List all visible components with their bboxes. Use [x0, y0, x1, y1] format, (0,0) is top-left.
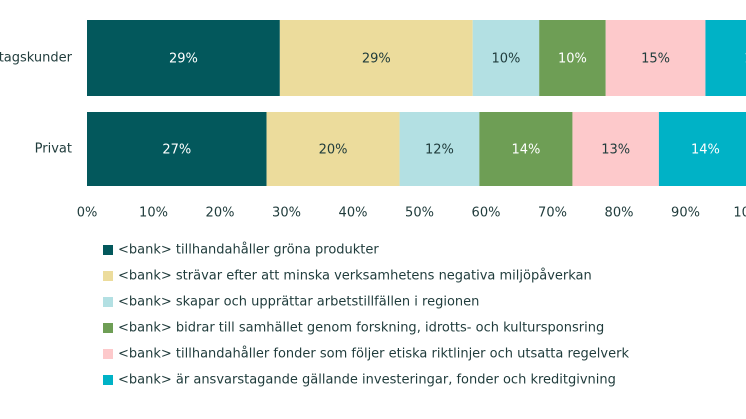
- y-tick-label: Privat: [35, 142, 72, 157]
- x-tick-label: 10%: [139, 206, 168, 221]
- value-label: 29%: [169, 52, 198, 67]
- legend-swatch: [103, 271, 113, 281]
- bar-segment: [572, 112, 659, 186]
- value-label: 10%: [491, 52, 520, 67]
- value-label: 15%: [641, 52, 670, 67]
- value-label: 14%: [511, 143, 540, 158]
- bar-segment: [705, 20, 746, 96]
- x-tick-label: 60%: [472, 206, 501, 221]
- bar-segment: [539, 20, 606, 96]
- legend-swatch: [103, 297, 113, 307]
- bar-segment: [279, 20, 473, 96]
- value-label: 20%: [319, 143, 348, 158]
- legend-label: <bank> strävar efter att minska verksamh…: [118, 269, 592, 284]
- legend-label: <bank> bidrar till samhället genom forsk…: [118, 321, 604, 336]
- x-tick-label: 50%: [405, 206, 434, 221]
- value-label: 10%: [558, 52, 587, 67]
- legend-label: <bank> tillhandahåller fonder som följer…: [118, 347, 629, 362]
- x-tick-label: 100%: [733, 206, 746, 221]
- bar-segment: [479, 112, 573, 186]
- bar-segment: [87, 20, 280, 96]
- legend-swatch: [103, 375, 113, 385]
- x-tick-label: 30%: [272, 206, 301, 221]
- x-tick-label: 90%: [671, 206, 700, 221]
- x-tick-label: 20%: [206, 206, 235, 221]
- legend-swatch: [103, 323, 113, 333]
- y-tick-label: Företagskunder: [0, 51, 73, 66]
- value-label: 14%: [691, 143, 720, 158]
- value-label: 27%: [162, 143, 191, 158]
- bar-segment: [399, 112, 480, 186]
- x-tick-label: 70%: [538, 206, 567, 221]
- legend-swatch: [103, 245, 113, 255]
- legend-swatch: [103, 349, 113, 359]
- value-label: 29%: [362, 52, 391, 67]
- bar-segment: [266, 112, 400, 186]
- bar-segment: [472, 20, 540, 96]
- bar-segment: [87, 112, 267, 186]
- value-label: 12%: [425, 143, 454, 158]
- value-label: 16%: [744, 52, 746, 67]
- bar-segment: [658, 112, 746, 186]
- bar-segment: [605, 20, 706, 96]
- legend-label: <bank> skapar och upprättar arbetstillfä…: [118, 295, 479, 310]
- legend-label: <bank> är ansvarstagande gällande invest…: [118, 373, 616, 388]
- x-tick-label: 0%: [77, 206, 98, 221]
- legend-label: <bank> tillhandahåller gröna produkter: [118, 243, 379, 258]
- x-tick-label: 40%: [339, 206, 368, 221]
- value-label: 13%: [601, 143, 630, 158]
- x-tick-label: 80%: [605, 206, 634, 221]
